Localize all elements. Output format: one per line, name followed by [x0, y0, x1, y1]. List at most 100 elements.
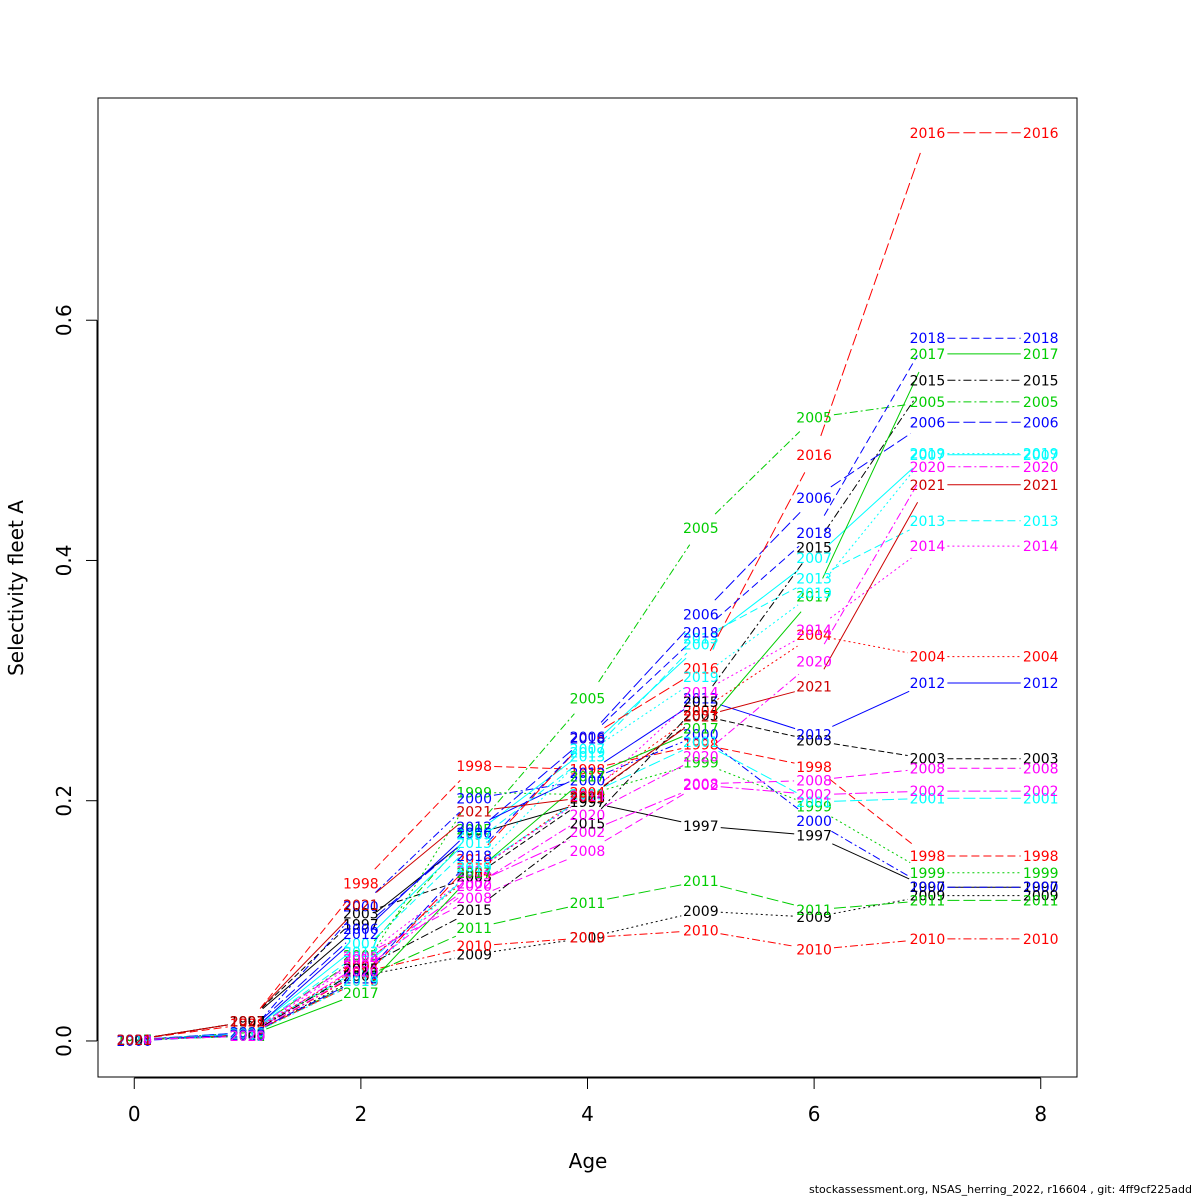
y-tick-label: 0.2 [52, 785, 76, 817]
point-label-2008: 2008 [230, 1027, 266, 1043]
point-label-2010: 2010 [1023, 932, 1059, 948]
point-label-2020: 2020 [796, 654, 832, 670]
point-label-2006: 2006 [1023, 415, 1059, 431]
point-label-2012: 2012 [796, 728, 832, 744]
point-label-2011: 2011 [230, 1029, 266, 1045]
point-label-2002: 2002 [796, 788, 832, 804]
point-label-2018: 2018 [683, 626, 719, 642]
point-label-2001: 2001 [230, 1026, 266, 1042]
point-label-1999: 1999 [343, 964, 379, 980]
point-label-2016: 2016 [116, 1033, 152, 1049]
point-label-2011: 2011 [683, 874, 719, 890]
point-label-1999: 1999 [570, 788, 606, 804]
point-label-2015: 2015 [683, 695, 719, 711]
y-tick-label: 0.4 [52, 545, 76, 577]
point-label-2000: 2000 [343, 899, 379, 915]
point-label-2019: 2019 [910, 447, 946, 463]
point-label-2000: 2000 [796, 814, 832, 830]
point-label-2019: 2019 [683, 670, 719, 686]
point-label-2016: 2016 [1023, 126, 1059, 142]
point-label-2002: 2002 [910, 784, 946, 800]
point-label-2020: 2020 [1023, 460, 1059, 476]
point-label-2004: 2004 [683, 704, 719, 720]
point-label-2008: 2008 [683, 777, 719, 793]
point-label-2008: 2008 [343, 950, 379, 966]
series-line-2013 [154, 520, 1021, 1040]
point-label-2014: 2014 [456, 865, 492, 881]
point-label-1998: 1998 [796, 760, 832, 776]
point-label-1998: 1998 [910, 849, 946, 865]
point-label-2002: 2002 [570, 825, 606, 841]
point-label-2007: 2007 [456, 827, 492, 843]
point-label-2011: 2011 [456, 921, 492, 937]
point-label-2004: 2004 [116, 1033, 152, 1049]
point-label-2000: 2000 [456, 791, 492, 807]
point-label-2008: 2008 [456, 891, 492, 907]
point-label-2018: 2018 [116, 1033, 152, 1049]
point-label-2003: 2003 [683, 708, 719, 724]
point-label-2015: 2015 [343, 962, 379, 978]
point-label-2005: 2005 [116, 1033, 152, 1049]
point-label-2009: 2009 [116, 1033, 152, 1049]
point-label-1997: 1997 [683, 819, 719, 835]
point-label-2003: 2003 [230, 1015, 266, 1031]
point-label-2021: 2021 [456, 805, 492, 821]
point-label-2021: 2021 [570, 790, 606, 806]
point-label-2004: 2004 [230, 1027, 266, 1043]
point-label-2014: 2014 [910, 539, 946, 555]
point-label-2000: 2000 [570, 773, 606, 789]
point-label-2002: 2002 [683, 778, 719, 794]
point-label-2013: 2013 [343, 945, 379, 961]
point-label-2017: 2017 [570, 770, 606, 786]
point-label-2005: 2005 [1023, 395, 1059, 411]
point-label-2006: 2006 [570, 730, 606, 746]
point-label-2003: 2003 [343, 907, 379, 923]
point-label-2020: 2020 [343, 964, 379, 980]
point-label-2004: 2004 [456, 866, 492, 882]
point-label-2015: 2015 [116, 1033, 152, 1049]
point-label-2009: 2009 [683, 904, 719, 920]
point-label-1997: 1997 [116, 1033, 152, 1049]
point-label-2001: 2001 [683, 735, 719, 751]
point-label-2017: 2017 [683, 722, 719, 738]
point-label-2015: 2015 [796, 540, 832, 556]
point-label-2001: 2001 [456, 863, 492, 879]
point-label-2012: 2012 [116, 1033, 152, 1049]
point-label-2014: 2014 [343, 952, 379, 968]
point-label-2020: 2020 [570, 808, 606, 824]
point-label-2015: 2015 [456, 903, 492, 919]
point-label-2017: 2017 [1023, 347, 1059, 363]
point-label-2020: 2020 [683, 749, 719, 765]
point-label-2020: 2020 [230, 1029, 266, 1045]
point-label-1997: 1997 [570, 795, 606, 811]
plot-frame [97, 97, 1078, 1078]
point-label-1998: 1998 [1023, 849, 1059, 865]
point-label-2013: 2013 [570, 749, 606, 765]
point-label-2006: 2006 [796, 491, 832, 507]
point-label-2001: 2001 [796, 795, 832, 811]
point-label-2013: 2013 [796, 571, 832, 587]
point-label-2018: 2018 [456, 849, 492, 865]
point-label-2017: 2017 [116, 1033, 152, 1049]
point-label-2005: 2005 [230, 1027, 266, 1043]
point-label-2019: 2019 [456, 860, 492, 876]
point-label-2015: 2015 [910, 373, 946, 389]
point-label-2008: 2008 [116, 1033, 152, 1049]
point-label-2013: 2013 [683, 632, 719, 648]
x-tick-label: 8 [1034, 1102, 1047, 1126]
point-label-2012: 2012 [570, 766, 606, 782]
y-axis: 0.0 0.2 0.4 0.6 [52, 304, 98, 1057]
point-label-2008: 2008 [796, 773, 832, 789]
point-label-2011: 2011 [796, 903, 832, 919]
point-label-2006: 2006 [343, 922, 379, 938]
point-label-2013: 2013 [1023, 514, 1059, 530]
point-label-2014: 2014 [1023, 539, 1059, 555]
x-axis-title: Age [569, 1149, 608, 1173]
point-label-2009: 2009 [343, 969, 379, 985]
point-label-1997: 1997 [1023, 880, 1059, 896]
point-label-2021: 2021 [343, 898, 379, 914]
point-label-2012: 2012 [456, 820, 492, 836]
point-label-2014: 2014 [116, 1033, 152, 1049]
point-label-2012: 2012 [910, 676, 946, 692]
point-label-2021: 2021 [1023, 478, 1059, 494]
